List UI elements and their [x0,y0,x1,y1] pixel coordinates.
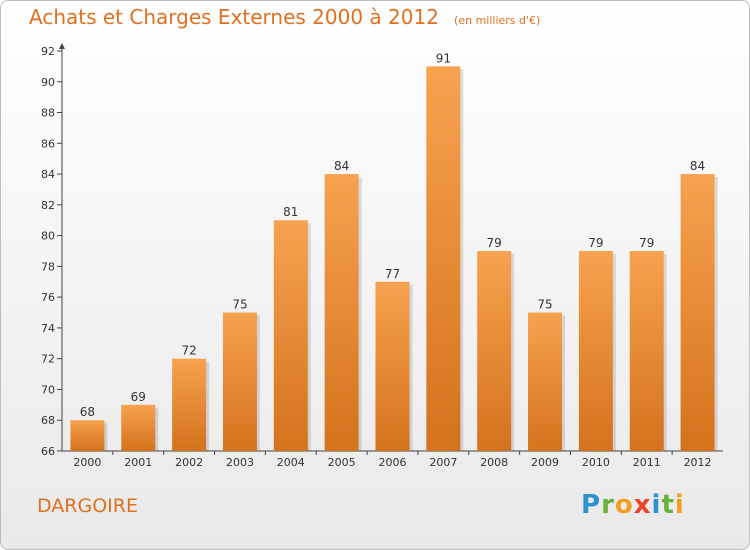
bar [680,174,715,452]
logo-letter: i [651,490,662,520]
x-axis: 2000 2001 2002 2003 2004 2005 2006 2007 2008 2009… [62,450,723,469]
x-tick-label: 2001 [124,456,152,469]
logo-letter: t [661,490,675,520]
bar [70,420,105,451]
data-label: 81 [283,205,298,219]
bar [121,404,156,451]
x-tick-label: 2009 [531,456,559,469]
y-tick-label: 74 [41,322,55,335]
x-tick-label: 2010 [582,456,610,469]
data-label: 68 [80,405,95,419]
y-axis: 66 68 70 72 74 76 78 80 82 84 86 88 90 92 [41,43,65,458]
y-tick-label: 76 [41,291,55,304]
x-tick-label: 2008 [480,456,508,469]
x-tick-label: 2012 [684,456,712,469]
y-tick-label: 86 [41,137,55,150]
proxiti-logo: Proxiti [581,490,685,520]
data-label: 77 [385,267,400,281]
logo-letter: x [633,490,652,520]
commune-label: DARGOIRE [37,495,138,517]
y-tick-label: 72 [41,353,55,366]
data-label: 72 [181,344,196,358]
y-tick-label: 82 [41,199,55,212]
title-row: Achats et Charges Externes 2000 à 2012 (… [29,5,540,29]
y-axis-arrow [59,43,65,49]
x-tick-label: 2006 [379,456,407,469]
bar [578,251,613,451]
data-label: 79 [588,236,603,250]
bar [273,220,308,451]
x-tick-label: 2000 [73,456,101,469]
x-tick-label: 2003 [226,456,254,469]
x-tick-label: 2004 [277,456,305,469]
data-label: 75 [537,298,552,312]
x-tick-label: 2011 [633,456,661,469]
bar [375,281,410,451]
x-tick-label: 2005 [328,456,356,469]
data-label: 91 [436,51,451,65]
bar [324,174,359,452]
bars [70,66,718,452]
logo-letter: i [674,490,685,520]
y-tick-label: 80 [41,230,55,243]
y-tick-label: 68 [41,414,55,427]
logo-letter: r [601,490,615,520]
logo-letter: o [614,490,634,520]
chart-subtitle: (en milliers d'€) [454,14,541,27]
y-tick-label: 88 [41,107,55,120]
data-labels: 68 69 72 75 81 84 77 91 79 75 79 79 84 [80,51,705,419]
chart-title: Achats et Charges Externes 2000 à 2012 [29,5,439,29]
x-tick-label: 2007 [429,456,457,469]
bar [222,312,257,451]
data-label: 75 [232,298,247,312]
bar [477,251,512,451]
y-tick-label: 66 [41,445,55,458]
y-tick-label: 70 [41,383,55,396]
y-tick-label: 84 [41,168,55,181]
data-label: 79 [487,236,502,250]
bar [528,312,563,451]
x-tick-label: 2002 [175,456,203,469]
bar [172,358,207,451]
data-label: 69 [131,390,146,404]
y-tick-label: 92 [41,45,55,58]
data-label: 84 [334,159,349,173]
data-label: 79 [639,236,654,250]
bar [629,251,664,451]
y-tick-label: 78 [41,260,55,273]
data-label: 84 [690,159,705,173]
logo-letter: P [581,490,602,520]
y-tick-label: 90 [41,76,55,89]
bar [426,66,461,451]
